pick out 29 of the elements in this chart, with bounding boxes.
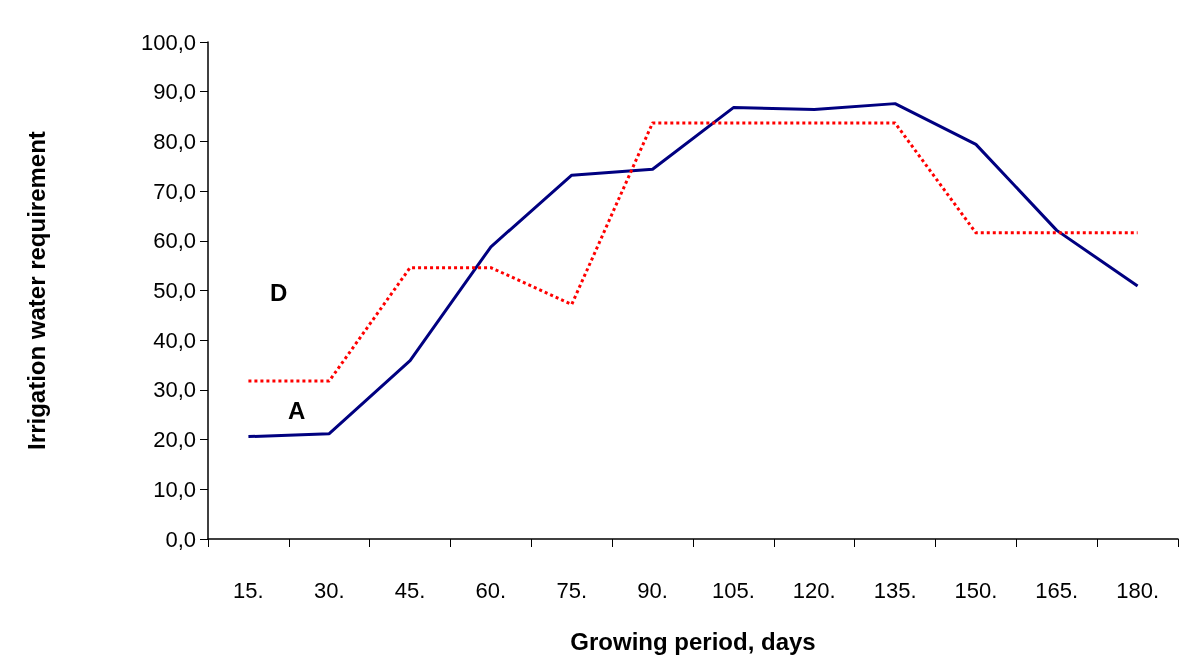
y-tick-label: 90,0 [153, 79, 196, 105]
x-tick-label: 180. [1116, 577, 1159, 603]
annotation: A [288, 396, 306, 424]
y-tick-label: 0,0 [165, 526, 196, 552]
x-tick-label: 150. [954, 577, 998, 603]
annotation: D [270, 278, 288, 306]
x-tick-label: 120. [792, 577, 836, 603]
line-series [246, 121, 1140, 383]
y-tick-label: 30,0 [153, 377, 196, 403]
y-tick-label: 80,0 [153, 128, 196, 154]
x-tick-label: 30. [313, 577, 345, 603]
y-tick-label: 100,0 [140, 29, 196, 55]
y-tick-label: 10,0 [153, 476, 196, 502]
y-tick-label: 70,0 [153, 178, 196, 204]
y-tick-label: 50,0 [153, 278, 196, 303]
x-axis-title: Growing period, days [570, 627, 816, 655]
x-tick-label: 165. [1035, 577, 1079, 603]
x-tick-label: 75. [556, 577, 588, 603]
x-tick-label: 90. [637, 577, 668, 603]
x-tick-label: 60. [475, 577, 507, 603]
x-tick-label: 105. [712, 577, 755, 603]
x-tick-label: 45. [394, 577, 426, 603]
y-tick-label: 40,0 [153, 327, 196, 353]
line-series [246, 102, 1140, 439]
x-tick-label: 15. [233, 577, 264, 603]
x-tick-label: 135. [873, 577, 917, 603]
y-tick-label: 60,0 [153, 228, 196, 254]
y-tick-label: 20,0 [153, 427, 196, 453]
y-axis-title: Irrigation water requirement [22, 131, 50, 450]
